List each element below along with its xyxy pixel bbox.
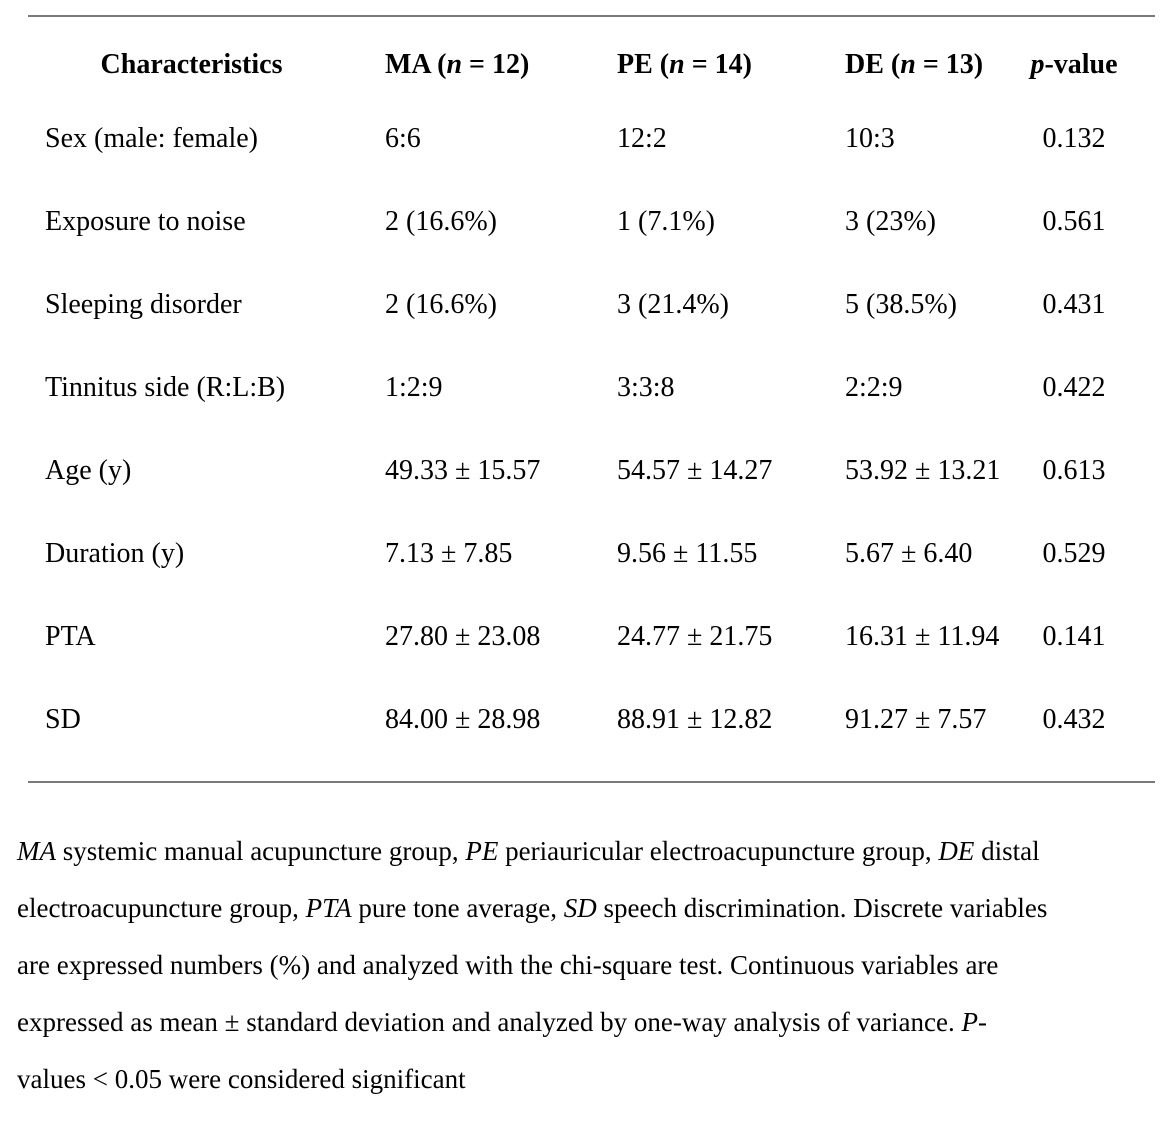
footnote-line: values < 0.05 were considered significan… [17, 1064, 466, 1094]
cell-de: 91.27 ± 7.57 [845, 704, 987, 735]
cell-pvalue: 0.141 [1042, 621, 1106, 652]
table-row: Sleeping disorder 2 (16.6%) 3 (21.4%) 5 … [28, 272, 1155, 355]
cell-pe: 88.91 ± 12.82 [617, 704, 773, 735]
cell-ma: 6:6 [385, 123, 421, 154]
footnote-line: are expressed numbers (%) and analyzed w… [17, 950, 999, 980]
cell-label: Sex (male: female) [45, 123, 259, 154]
footnote-line: MA systemic manual acupuncture group, PE… [17, 836, 1040, 866]
table-row: Sex (male: female) 6:6 12:2 10:3 0.132 [28, 106, 1155, 189]
column-header-pe: PE (n = 14) [617, 49, 752, 80]
cell-ma: 49.33 ± 15.57 [385, 455, 541, 486]
column-header-characteristics: Characteristics [100, 49, 283, 80]
cell-pe: 12:2 [617, 123, 667, 154]
column-header-ma: MA (n = 12) [385, 49, 530, 80]
cell-pvalue: 0.561 [1042, 206, 1106, 237]
table-row: Age (y) 49.33 ± 15.57 54.57 ± 14.27 53.9… [28, 438, 1155, 521]
cell-pe: 3:3:8 [617, 372, 675, 403]
cell-pvalue: 0.132 [1042, 123, 1106, 154]
cell-de: 5.67 ± 6.40 [845, 538, 973, 569]
cell-label: PTA [45, 621, 96, 652]
column-header-pvalue: p-value [1030, 49, 1118, 80]
cell-pe: 9.56 ± 11.55 [617, 538, 758, 569]
cell-pvalue: 0.431 [1042, 289, 1106, 320]
characteristics-table: Characteristics MA (n = 12) PE (n = 14) … [28, 15, 1155, 783]
cell-de: 10:3 [845, 123, 895, 154]
footnote-line: expressed as mean ± standard deviation a… [17, 1007, 987, 1037]
cell-pvalue: 0.432 [1042, 704, 1106, 735]
paper-table-figure: Characteristics MA (n = 12) PE (n = 14) … [0, 15, 1171, 1127]
cell-ma: 84.00 ± 28.98 [385, 704, 541, 735]
cell-de: 16.31 ± 11.94 [845, 621, 1000, 652]
cell-ma: 2 (16.6%) [385, 289, 497, 320]
cell-de: 2:2:9 [845, 372, 903, 403]
cell-label: Duration (y) [45, 538, 185, 569]
cell-pvalue: 0.529 [1042, 538, 1106, 569]
table-row: PTA 27.80 ± 23.08 24.77 ± 21.75 16.31 ± … [28, 604, 1155, 687]
table-row: Tinnitus side (R:L:B) 1:2:9 3:3:8 2:2:9 … [28, 355, 1155, 438]
cell-label: Age (y) [45, 455, 132, 486]
cell-label: Tinnitus side (R:L:B) [45, 372, 286, 403]
cell-ma: 1:2:9 [385, 372, 443, 403]
cell-pe: 24.77 ± 21.75 [617, 621, 773, 652]
table-header-row: Characteristics MA (n = 12) PE (n = 14) … [28, 16, 1155, 106]
cell-de: 53.92 ± 13.21 [845, 455, 1001, 486]
cell-de: 3 (23%) [845, 206, 936, 237]
cell-pe: 54.57 ± 14.27 [617, 455, 773, 486]
cell-label: Exposure to noise [45, 206, 246, 237]
cell-pvalue: 0.613 [1042, 455, 1106, 486]
table-row: Duration (y) 7.13 ± 7.85 9.56 ± 11.55 5.… [28, 521, 1155, 604]
cell-pvalue: 0.422 [1042, 372, 1106, 403]
cell-pe: 1 (7.1%) [617, 206, 715, 237]
table-row: SD 84.00 ± 28.98 88.91 ± 12.82 91.27 ± 7… [28, 687, 1155, 782]
footnote-line: electroacupuncture group, PTA pure tone … [17, 893, 1048, 923]
cell-pe: 3 (21.4%) [617, 289, 729, 320]
cell-ma: 7.13 ± 7.85 [385, 538, 513, 569]
column-header-de: DE (n = 13) [845, 49, 984, 80]
cell-ma: 2 (16.6%) [385, 206, 497, 237]
footnote: MA systemic manual acupuncture group, PE… [17, 823, 1161, 1108]
cell-de: 5 (38.5%) [845, 289, 957, 320]
table-row: Exposure to noise 2 (16.6%) 1 (7.1%) 3 (… [28, 189, 1155, 272]
cell-ma: 27.80 ± 23.08 [385, 621, 541, 652]
cell-label: SD [45, 704, 81, 735]
cell-label: Sleeping disorder [45, 289, 242, 320]
